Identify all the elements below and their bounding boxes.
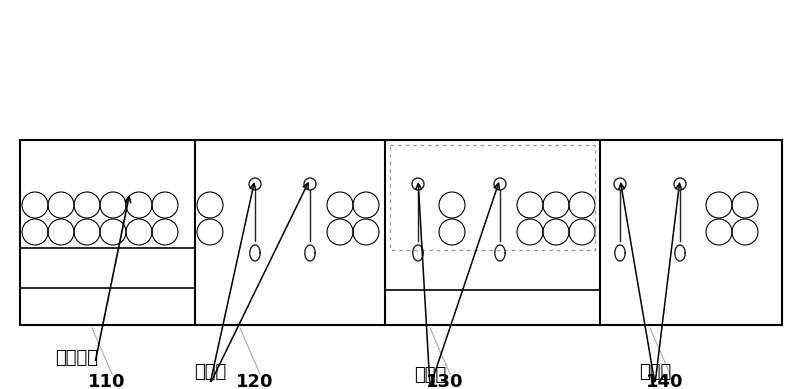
Text: 130: 130 [426,373,464,389]
Text: 110: 110 [88,373,126,389]
Bar [20,140,782,325]
Bar [390,145,595,250]
Text: 吹气管: 吹气管 [639,363,671,381]
Text: 喷水管: 喷水管 [414,366,446,384]
Text: 吹气管: 吹气管 [194,363,226,381]
Text: 120: 120 [236,373,274,389]
Text: 140: 140 [646,373,684,389]
Text: 传动滚轮: 传动滚轮 [55,349,98,367]
